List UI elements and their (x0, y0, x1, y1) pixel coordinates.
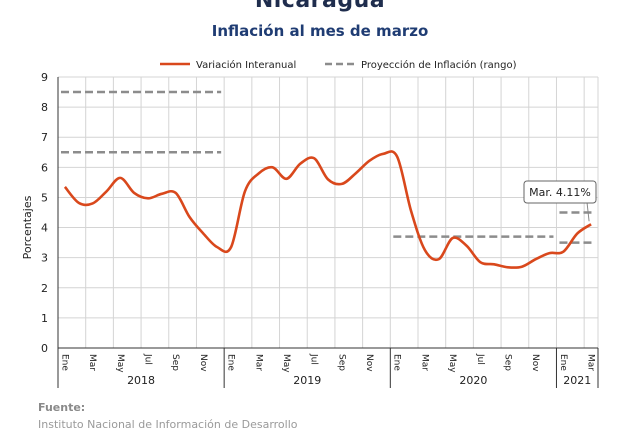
x-tick-label: May (447, 354, 457, 373)
y-tick-label: 5 (41, 191, 48, 204)
source-text: Instituto Nacional de Información de Des… (38, 418, 298, 431)
year-label: 2020 (459, 374, 487, 387)
x-tick-label: Mar (253, 354, 263, 371)
x-tick-label: Ene (558, 354, 568, 371)
page-title: Nicaragua (254, 0, 386, 13)
grid-lines (57, 76, 599, 348)
x-tick-label: May (281, 354, 291, 373)
y-tick-label: 9 (41, 71, 48, 84)
chart-title: Inflación al mes de marzo (211, 22, 429, 40)
y-tick-label: 4 (41, 222, 48, 235)
x-tick-label: Sep (170, 354, 180, 371)
annotation-box (523, 180, 597, 204)
x-tick-label: Mar (419, 354, 429, 371)
y-axis-title: Porcentajes (21, 195, 34, 259)
y-tick-label: 7 (41, 131, 48, 144)
legend-label-projection: Proyección de Inflación (rango) (361, 59, 517, 71)
y-tick-label: 1 (41, 312, 48, 325)
y-tick-label: 6 (41, 161, 48, 174)
x-tick-label: Jul (475, 353, 485, 365)
y-tick-label: 0 (41, 342, 48, 355)
x-tick-label: Nov (530, 354, 540, 372)
x-tick-label: Ene (392, 354, 402, 371)
x-tick-label: Nov (198, 354, 208, 372)
x-tick-label: Jul (309, 353, 319, 365)
annotation-leader (586, 202, 590, 222)
x-tick-label: Sep (503, 354, 513, 371)
x-tick-label: Mar (87, 354, 97, 371)
axis-labels: 0 1 2 3 4 5 6 7 8 9 Ene Mar May Jul Sep Nov Ene Mar May Jul… (21, 71, 596, 387)
series-line-variacion-interanual (63, 150, 592, 269)
year-label: 2021 (563, 374, 591, 387)
year-label: 2019 (293, 374, 321, 387)
axes (57, 77, 599, 388)
x-tick-label: Ene (226, 354, 236, 371)
x-tick-label: Jul (143, 353, 153, 365)
series-layer (63, 150, 592, 269)
legend-label-series: Variación Interanual (196, 59, 296, 71)
x-tick-label: Sep (336, 354, 346, 371)
annotation-label: Mar. 4.11% (529, 186, 591, 199)
source-label: Fuente: (38, 401, 86, 414)
x-tick-label: Mar (586, 354, 596, 371)
y-tick-label: 8 (41, 101, 48, 114)
year-label: 2018 (127, 374, 155, 387)
legend: Variación Interanual Proyección de Inflac… (160, 59, 517, 71)
y-tick-label: 3 (41, 252, 48, 265)
annotations: Mar. 4.11% (523, 180, 597, 222)
x-tick-label: Ene (59, 354, 69, 371)
x-tick-label: May (115, 354, 125, 373)
x-tick-label: Nov (364, 354, 374, 372)
y-tick-label: 2 (41, 282, 48, 295)
